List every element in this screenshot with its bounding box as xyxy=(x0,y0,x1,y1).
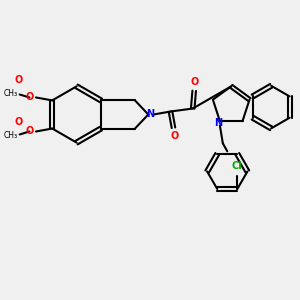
Text: O: O xyxy=(25,127,34,136)
Text: Cl: Cl xyxy=(232,161,243,171)
Text: O: O xyxy=(171,131,179,141)
Text: N: N xyxy=(146,110,154,119)
Text: CH₃: CH₃ xyxy=(4,88,18,98)
Text: O: O xyxy=(15,117,23,127)
Text: O: O xyxy=(15,75,23,85)
Text: CH₃: CH₃ xyxy=(4,131,18,140)
Text: O: O xyxy=(25,92,34,103)
Text: N: N xyxy=(214,118,223,128)
Text: O: O xyxy=(190,77,198,87)
